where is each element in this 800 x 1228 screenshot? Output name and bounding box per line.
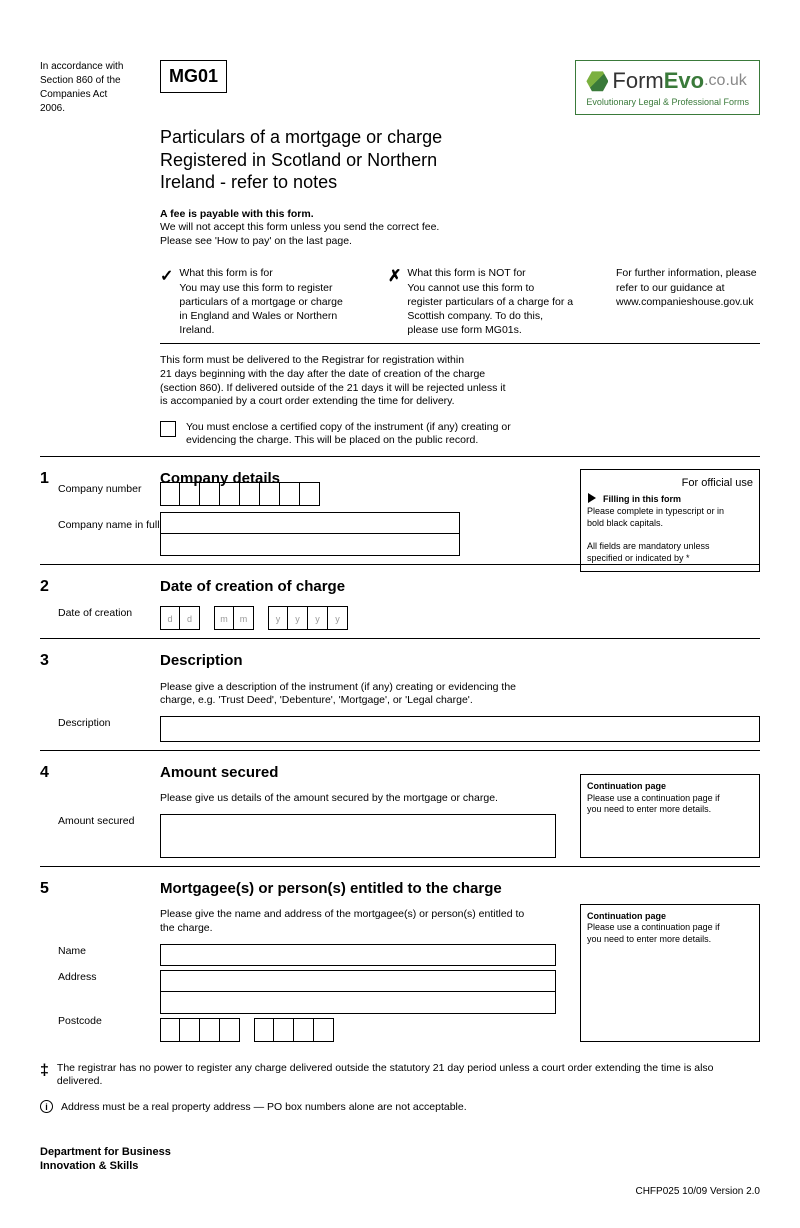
section-number-4: 4 bbox=[40, 763, 58, 812]
footnote-bullet-1: ‡ bbox=[40, 1061, 49, 1082]
date-creation-input[interactable]: dd mm yyyy bbox=[160, 606, 760, 630]
company-name-label: Company name in full bbox=[58, 518, 160, 532]
acc-line: Companies Act bbox=[40, 88, 160, 102]
fee-note: A fee is payable with this form. We will… bbox=[160, 208, 760, 249]
cross-icon: ✗ bbox=[388, 266, 401, 337]
logo-text-couk: .co.uk bbox=[704, 71, 747, 92]
mortgagee-postcode-input[interactable] bbox=[160, 1018, 556, 1042]
logo-tagline: Evolutionary Legal & Professional Forms bbox=[586, 97, 749, 109]
mortgagee-address-label: Address bbox=[58, 970, 160, 984]
description-input[interactable] bbox=[160, 716, 760, 742]
further-info-text: For further information, please refer to… bbox=[616, 266, 757, 337]
amount-secured-input[interactable] bbox=[160, 814, 556, 858]
footer-version: CHFP025 10/09 Version 2.0 bbox=[635, 1185, 760, 1198]
footer-dept: Department for Business Innovation & Ski… bbox=[40, 1145, 171, 1198]
form-title: Particulars of a mortgage or charge Regi… bbox=[160, 126, 760, 194]
mortgagee-name-input[interactable] bbox=[160, 944, 556, 966]
amount-secured-label: Amount secured bbox=[58, 814, 160, 858]
acc-line: Section 860 of the bbox=[40, 74, 160, 88]
section-number-5: 5 bbox=[40, 879, 58, 942]
mortgagee-postcode-label: Postcode bbox=[58, 1014, 160, 1028]
company-name-input-1[interactable] bbox=[160, 512, 460, 534]
section-number-2: 2 bbox=[40, 577, 58, 607]
company-number-input[interactable] bbox=[160, 482, 460, 506]
what-for-text: What this form is for You may use this f… bbox=[179, 266, 342, 337]
section3-instruction: Please give a description of the instrum… bbox=[160, 681, 760, 708]
footnote-bullet-2: i bbox=[40, 1100, 53, 1113]
regulation-reference: In accordance with Section 860 of the Co… bbox=[40, 60, 160, 116]
tick-icon: ✓ bbox=[160, 266, 173, 337]
arrow-icon bbox=[588, 493, 596, 503]
enclose-certified-copy: You must enclose a certified copy of the… bbox=[160, 421, 760, 448]
logo-text-evo: Evo bbox=[664, 67, 704, 96]
continuation-note-4: Continuation page Please use a continuat… bbox=[580, 774, 760, 858]
formevo-logo: FormEvo.co.uk Evolutionary Legal & Profe… bbox=[575, 60, 760, 115]
acc-line: In accordance with bbox=[40, 60, 160, 74]
section3-heading: Description bbox=[160, 651, 760, 671]
acc-line: 2006. bbox=[40, 102, 160, 116]
section2-heading: Date of creation of charge bbox=[160, 577, 760, 597]
description-label: Description bbox=[58, 716, 160, 742]
not-for-text: What this form is NOT for You cannot use… bbox=[407, 266, 573, 337]
mortgagee-name-label: Name bbox=[58, 944, 160, 958]
hexagon-icon bbox=[586, 70, 608, 92]
company-number-label: Company number bbox=[58, 482, 160, 496]
form-code: MG01 bbox=[160, 60, 227, 93]
guidance-strip: ✓ What this form is for You may use this… bbox=[160, 266, 760, 344]
company-name-input-2[interactable] bbox=[160, 534, 460, 556]
mortgagee-address-input-1[interactable] bbox=[160, 970, 556, 992]
delivery-info: This form must be delivered to the Regis… bbox=[160, 354, 760, 409]
for-official-use: For official use bbox=[682, 476, 753, 490]
logo-text-form: Form bbox=[612, 67, 663, 96]
date-creation-label: Date of creation bbox=[58, 606, 160, 630]
section5-heading: Mortgagee(s) or person(s) entitled to th… bbox=[160, 879, 760, 899]
continuation-note-5: Continuation page Please use a continuat… bbox=[580, 904, 760, 1042]
checkbox-icon[interactable] bbox=[160, 421, 176, 437]
mortgagee-address-input-2[interactable] bbox=[160, 992, 556, 1014]
filling-info-box: For official use Filling in this form Pl… bbox=[580, 469, 760, 571]
section-number-3: 3 bbox=[40, 651, 58, 714]
